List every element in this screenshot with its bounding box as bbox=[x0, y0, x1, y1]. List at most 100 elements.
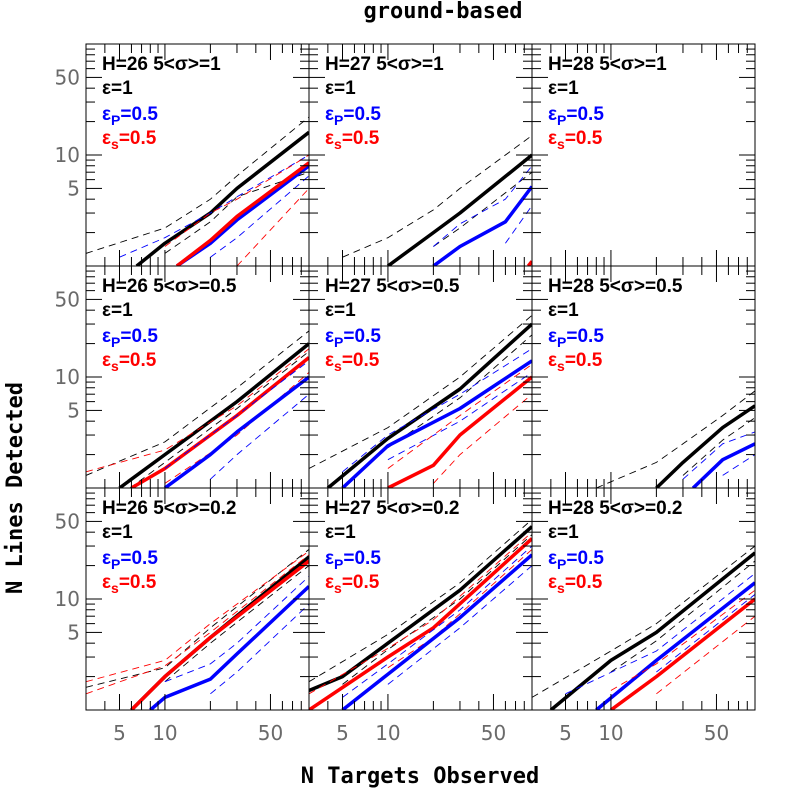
eps-symbol: ε bbox=[548, 350, 557, 371]
eps-s-value: =0.5 bbox=[119, 350, 157, 371]
figure-title: ground-based bbox=[364, 0, 523, 24]
eps-symbol: ε bbox=[325, 326, 334, 347]
eps-p-value: =0.5 bbox=[566, 326, 604, 347]
x-tick-label: 5 bbox=[113, 721, 126, 745]
eps-s-value: =0.5 bbox=[565, 572, 603, 593]
eps-s-value: =0.5 bbox=[342, 350, 380, 371]
y-tick-label: 50 bbox=[55, 287, 80, 311]
y-axis-label: N Lines Detected bbox=[3, 382, 28, 594]
eps-s-value: =0.5 bbox=[565, 128, 603, 149]
series-total-hi-dashed bbox=[596, 390, 755, 488]
panel-annotation-h: H=26 5<σ>=1 bbox=[102, 54, 221, 75]
eps-subscript-p: P bbox=[557, 334, 566, 350]
y-tick-label: 50 bbox=[55, 509, 80, 533]
series-p-hi-dashed bbox=[342, 545, 532, 698]
eps-subscript-p: P bbox=[334, 556, 343, 572]
series-p-median bbox=[341, 553, 532, 710]
series-p-hi-dashed bbox=[164, 575, 309, 683]
series-p-hi-dashed bbox=[682, 431, 755, 480]
series-total-hi-dashed bbox=[86, 549, 309, 688]
eps-subscript-p: P bbox=[111, 334, 120, 350]
series-total-lo-dashed bbox=[682, 417, 755, 476]
eps-subscript-s: s bbox=[111, 580, 119, 596]
series-s-median bbox=[387, 375, 532, 488]
eps-symbol: ε bbox=[102, 128, 111, 149]
eps-symbol: ε bbox=[325, 128, 334, 149]
eps-subscript-s: s bbox=[557, 136, 565, 152]
series-p-lo-dashed bbox=[505, 205, 532, 244]
series-p-median bbox=[163, 375, 309, 488]
panel-annotation-h: H=28 5<σ>=0.2 bbox=[548, 498, 683, 519]
panel-annotation-eps: ε=1 bbox=[548, 78, 579, 99]
eps-subscript-s: s bbox=[111, 136, 119, 152]
panel-3: H=28 5<σ>=1ε=1εP=0.5εs=0.5 bbox=[531, 43, 756, 267]
series-p-hi-dashed bbox=[565, 573, 755, 695]
series-total-hi-dashed bbox=[86, 330, 309, 476]
series-total-hi-dashed bbox=[342, 135, 532, 258]
panel-annotation-eps-s: εs=0.5 bbox=[102, 128, 157, 152]
eps-s-value: =0.5 bbox=[565, 350, 603, 371]
panel-annotation-eps-p: εP=0.5 bbox=[548, 548, 604, 572]
eps-subscript-p: P bbox=[557, 556, 566, 572]
eps-symbol: ε bbox=[325, 572, 334, 593]
x-tick-label: 50 bbox=[704, 721, 729, 745]
panel-annotation-eps-s: εs=0.5 bbox=[548, 350, 603, 374]
series-s-hi-dashed bbox=[164, 154, 309, 247]
panel-annotation-eps: ε=1 bbox=[325, 522, 356, 543]
eps-subscript-s: s bbox=[111, 358, 119, 374]
panel-5: H=27 5<σ>=0.5ε=1εP=0.5εs=0.5 bbox=[308, 265, 533, 489]
panel-series bbox=[86, 549, 309, 710]
series-total-lo-dashed bbox=[610, 560, 755, 673]
panel-annotation-h: H=27 5<σ>=1 bbox=[325, 54, 444, 75]
series-total-hi-dashed bbox=[86, 116, 309, 254]
eps-s-value: =0.5 bbox=[342, 128, 380, 149]
series-s-lo-dashed bbox=[86, 554, 309, 695]
panel-annotation-eps: ε=1 bbox=[548, 300, 579, 321]
series-p-hi-dashed bbox=[342, 348, 532, 473]
series-s-lo-dashed bbox=[387, 549, 532, 669]
series-total-lo-dashed bbox=[129, 351, 309, 488]
series-total-median bbox=[326, 322, 532, 488]
series-p-lo-dashed bbox=[210, 175, 309, 258]
eps-symbol: ε bbox=[548, 104, 557, 125]
series-total-lo-dashed bbox=[342, 534, 532, 685]
eps-subscript-s: s bbox=[334, 358, 342, 374]
eps-subscript-s: s bbox=[557, 358, 565, 374]
series-total-median bbox=[135, 130, 309, 266]
y-tick-label: 10 bbox=[55, 143, 80, 167]
panel-annotation-h: H=26 5<σ>=0.5 bbox=[102, 276, 237, 297]
eps-symbol: ε bbox=[548, 548, 557, 569]
panel-annotation-h: H=28 5<σ>=0.5 bbox=[548, 276, 683, 297]
panel-annotation-eps-s: εs=0.5 bbox=[325, 128, 380, 152]
series-s-hi-dashed bbox=[387, 364, 532, 469]
panel-2: H=27 5<σ>=1ε=1εP=0.5εs=0.5 bbox=[308, 43, 533, 267]
eps-subscript-p: P bbox=[334, 112, 343, 128]
series-p-hi-dashed bbox=[164, 360, 309, 469]
eps-subscript-s: s bbox=[557, 580, 565, 596]
series-s-hi-dashed bbox=[610, 589, 755, 691]
series-p-median bbox=[149, 585, 309, 710]
panel-series bbox=[309, 519, 532, 710]
panel-annotation-eps-s: εs=0.5 bbox=[325, 572, 380, 596]
panel-annotation-h: H=28 5<σ>=1 bbox=[548, 54, 667, 75]
series-s-median bbox=[130, 559, 309, 710]
y-tick-label: 5 bbox=[67, 176, 80, 200]
series-total-median bbox=[549, 551, 755, 710]
series-s-median bbox=[609, 597, 755, 710]
panel-annotation-eps: ε=1 bbox=[102, 522, 133, 543]
x-axis-label: N Targets Observed bbox=[301, 764, 539, 789]
series-total-hi-dashed bbox=[309, 314, 532, 469]
eps-subscript-p: P bbox=[334, 334, 343, 350]
eps-symbol: ε bbox=[102, 572, 111, 593]
series-p-lo-dashed bbox=[210, 393, 309, 480]
series-total-lo-dashed bbox=[164, 171, 309, 254]
eps-symbol: ε bbox=[102, 548, 111, 569]
eps-s-value: =0.5 bbox=[119, 572, 157, 593]
panel-annotation-eps-p: εP=0.5 bbox=[325, 326, 381, 350]
series-p-lo-dashed bbox=[210, 603, 309, 695]
eps-subscript-p: P bbox=[111, 112, 120, 128]
eps-symbol: ε bbox=[548, 128, 557, 149]
series-p-median bbox=[341, 359, 532, 488]
